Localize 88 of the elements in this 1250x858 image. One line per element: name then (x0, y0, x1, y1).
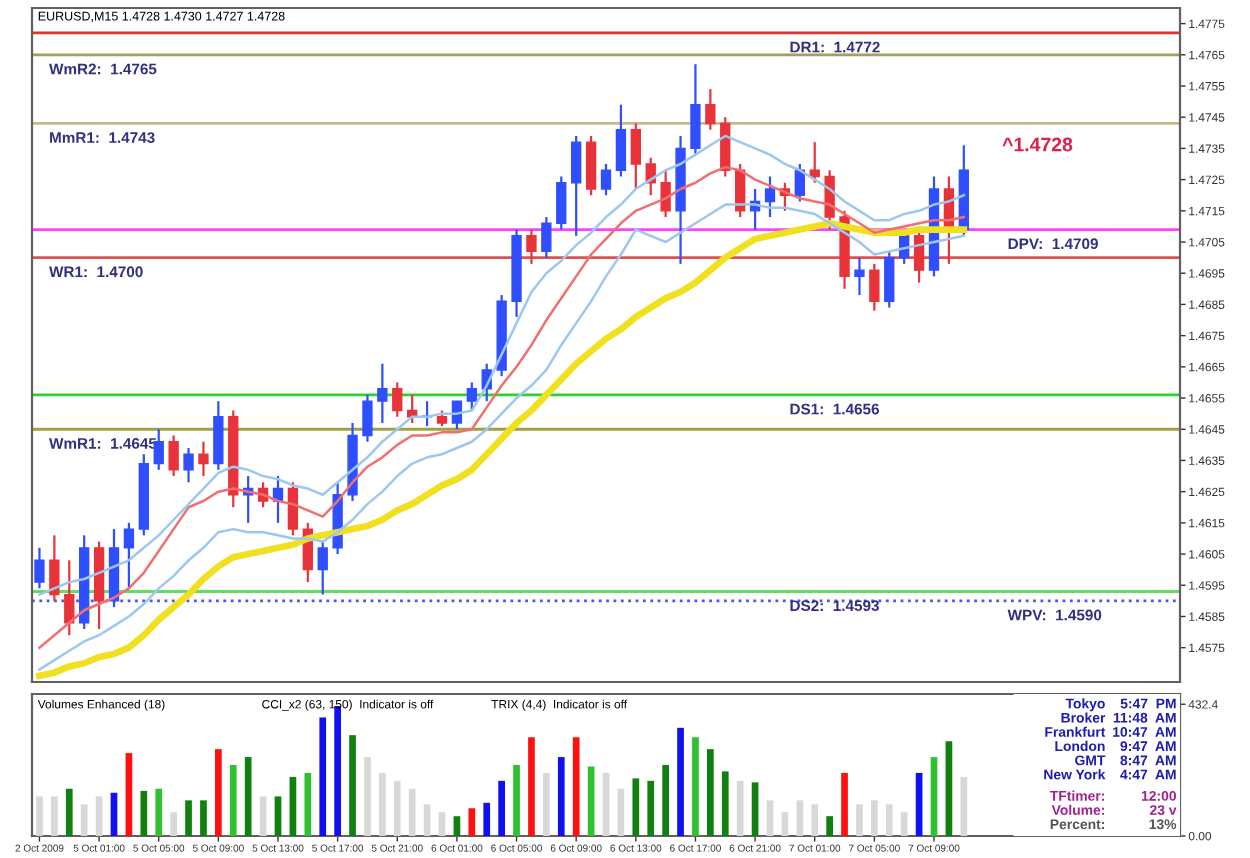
bar (36, 796, 43, 836)
bar (826, 816, 833, 836)
bar (259, 796, 267, 836)
bar (229, 765, 237, 836)
candlestick (541, 215, 552, 259)
bar (80, 804, 88, 836)
bar (483, 802, 491, 836)
candlestick (854, 256, 865, 297)
bar (170, 812, 177, 836)
candlestick (183, 446, 194, 484)
bar (647, 780, 655, 836)
candlestick (600, 162, 612, 197)
bar (930, 757, 938, 836)
bar (736, 780, 744, 836)
candlestick (585, 134, 597, 197)
bar (155, 788, 163, 836)
candlestick (213, 400, 224, 471)
bar (707, 749, 714, 836)
bar (468, 808, 476, 836)
candlestick (556, 175, 567, 231)
candlestick (869, 262, 880, 312)
bar (721, 771, 729, 836)
candlestick (466, 381, 477, 412)
bar (140, 790, 148, 836)
bar (796, 800, 804, 836)
candlestick (690, 63, 701, 156)
bar (379, 772, 386, 836)
candlestick (571, 134, 582, 237)
bar (319, 717, 327, 836)
candlestick (64, 559, 75, 637)
bar (453, 816, 461, 836)
bar (662, 765, 669, 836)
candlestick (705, 88, 716, 131)
candlestick (630, 122, 641, 191)
bar (751, 782, 759, 836)
bar (572, 737, 580, 836)
candlestick (392, 381, 403, 418)
candlestick (198, 440, 209, 478)
bar (781, 812, 789, 836)
bar (364, 757, 371, 836)
bar (51, 796, 58, 836)
bar (423, 804, 431, 836)
bar (95, 796, 103, 836)
bar (841, 772, 848, 836)
bar (393, 780, 401, 836)
bar (125, 753, 133, 836)
candlestick (884, 250, 895, 309)
bar (215, 749, 222, 836)
candlestick (377, 362, 388, 425)
bar (871, 800, 878, 836)
bar (945, 741, 953, 836)
line-series (38, 134, 966, 596)
bar (856, 804, 863, 836)
candlestick (153, 428, 164, 471)
bar (692, 737, 699, 836)
bar (885, 804, 893, 836)
candlestick (362, 393, 373, 443)
candlestick (168, 434, 179, 478)
candlestick (34, 546, 45, 590)
candlestick (764, 175, 776, 219)
bar (513, 765, 520, 836)
candlestick (660, 169, 671, 219)
bar (244, 757, 252, 836)
annotation: ^1.4728 (1002, 137, 1073, 152)
bar (498, 780, 505, 836)
bar (543, 772, 550, 836)
bar (438, 812, 446, 836)
candlestick (526, 228, 537, 265)
bar (408, 788, 416, 836)
candlestick (317, 540, 328, 596)
bar (274, 796, 282, 836)
bar (528, 737, 535, 836)
bar (900, 812, 908, 836)
bar (349, 735, 356, 836)
bar (632, 778, 640, 836)
candlestick (615, 103, 627, 178)
candlestick (287, 481, 299, 537)
bar (200, 800, 207, 836)
bar (677, 727, 684, 836)
bar (766, 800, 774, 836)
candlestick (49, 534, 60, 602)
bar (185, 800, 192, 836)
candlestick (123, 521, 135, 590)
bar (811, 804, 819, 836)
bar (557, 757, 565, 836)
bar (65, 788, 73, 836)
bar (304, 772, 312, 836)
bar (960, 776, 968, 836)
